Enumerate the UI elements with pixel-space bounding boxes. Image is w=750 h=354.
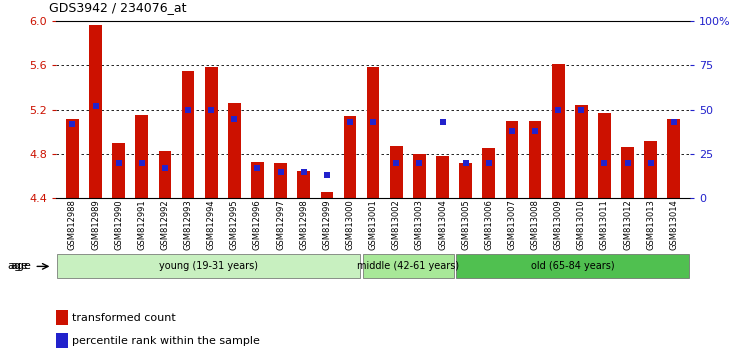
Text: GSM813000: GSM813000: [346, 199, 355, 250]
Bar: [506, 121, 518, 198]
Text: GSM812988: GSM812988: [68, 199, 77, 250]
Bar: [344, 116, 356, 198]
Text: GSM812989: GSM812989: [91, 199, 100, 250]
Text: GSM813003: GSM813003: [415, 199, 424, 250]
Text: GSM812997: GSM812997: [276, 199, 285, 250]
Bar: [56, 333, 68, 348]
Text: GSM813013: GSM813013: [646, 199, 656, 250]
Bar: [621, 147, 634, 198]
Bar: [598, 113, 610, 198]
Bar: [158, 151, 171, 198]
Bar: [56, 310, 68, 325]
Bar: [228, 103, 241, 198]
Text: GSM813001: GSM813001: [369, 199, 378, 250]
Bar: [413, 154, 426, 198]
Text: GSM813011: GSM813011: [600, 199, 609, 250]
Text: GDS3942 / 234076_at: GDS3942 / 234076_at: [49, 1, 186, 14]
Bar: [362, 255, 454, 278]
Text: GSM812991: GSM812991: [137, 199, 146, 250]
Bar: [205, 67, 218, 198]
Text: GSM813012: GSM813012: [623, 199, 632, 250]
Bar: [575, 105, 588, 198]
Bar: [459, 163, 472, 198]
Text: old (65-84 years): old (65-84 years): [531, 261, 614, 272]
Text: GSM813007: GSM813007: [508, 199, 517, 250]
Bar: [251, 162, 264, 198]
Bar: [89, 24, 102, 198]
Text: GSM812990: GSM812990: [114, 199, 123, 250]
Text: GSM812999: GSM812999: [322, 199, 332, 250]
Bar: [457, 255, 688, 278]
Text: GSM812994: GSM812994: [207, 199, 216, 250]
Text: GSM812993: GSM812993: [184, 199, 193, 250]
Bar: [58, 255, 360, 278]
Text: GSM813002: GSM813002: [392, 199, 400, 250]
Text: transformed count: transformed count: [72, 313, 176, 323]
Text: GSM812996: GSM812996: [253, 199, 262, 250]
Bar: [390, 146, 403, 198]
Bar: [436, 156, 448, 198]
Text: GSM813006: GSM813006: [484, 199, 494, 250]
Text: GSM813005: GSM813005: [461, 199, 470, 250]
Bar: [274, 163, 287, 198]
Bar: [320, 192, 333, 198]
Text: middle (42-61 years): middle (42-61 years): [357, 261, 460, 272]
Bar: [529, 121, 542, 198]
Text: GSM812995: GSM812995: [230, 199, 238, 250]
Text: GSM812998: GSM812998: [299, 199, 308, 250]
Text: GSM813014: GSM813014: [669, 199, 678, 250]
Bar: [182, 71, 194, 198]
Text: age: age: [10, 261, 31, 272]
Bar: [367, 67, 380, 198]
Bar: [552, 64, 565, 198]
Text: age: age: [8, 261, 28, 272]
Text: GSM813009: GSM813009: [554, 199, 562, 250]
Bar: [66, 119, 79, 198]
Bar: [482, 148, 495, 198]
Text: GSM813008: GSM813008: [530, 199, 539, 250]
Bar: [298, 171, 310, 198]
Text: young (19-31 years): young (19-31 years): [159, 261, 258, 272]
Text: percentile rank within the sample: percentile rank within the sample: [72, 336, 260, 346]
Bar: [136, 115, 148, 198]
Text: GSM813010: GSM813010: [577, 199, 586, 250]
Bar: [644, 141, 657, 198]
Text: GSM813004: GSM813004: [438, 199, 447, 250]
Bar: [668, 119, 680, 198]
Bar: [112, 143, 125, 198]
Text: GSM812992: GSM812992: [160, 199, 170, 250]
